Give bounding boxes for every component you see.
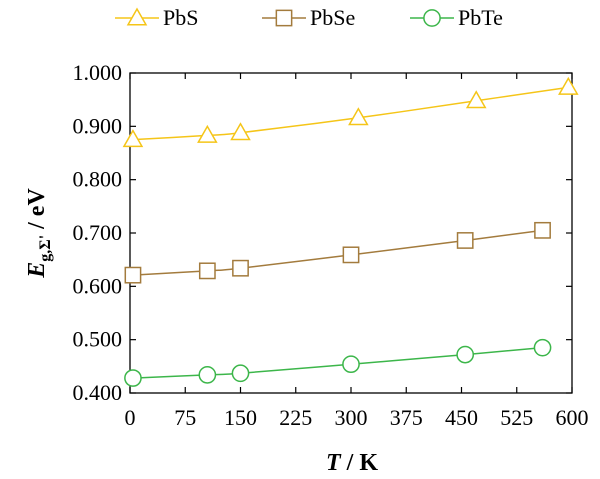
series-line [132,229,543,276]
triangle-marker [348,107,369,126]
series-line [132,346,543,379]
legend-item: PbS [115,5,198,30]
triangle-marker [197,124,218,143]
x-tick-label: 225 [279,405,312,430]
y-axis-title: Eg,Σ' / eV [24,188,54,279]
x-tick-label: 450 [445,405,478,430]
x-tick-label: 0 [125,405,136,430]
x-tick-label: 525 [500,405,533,430]
square-marker [534,221,551,239]
circle-marker [198,366,217,384]
series-PbS [122,76,579,148]
square-marker [232,259,249,277]
y-tick-label: 1.000 [73,60,123,85]
series-PbSe [124,221,551,284]
series-PbTe [124,338,552,387]
circle-marker [231,364,250,383]
circle-marker [342,355,360,374]
legend-label: PbTe [458,5,503,30]
circle-marker [423,9,441,27]
legend-item: PbTe [410,5,503,30]
series-layer [122,76,579,387]
legend: PbS PbSe PbTe [115,5,503,30]
x-tick-label: 75 [174,405,196,430]
y-tick-label: 0.500 [73,327,123,352]
y-tick-label: 0.900 [73,113,123,138]
y-tick-label: 0.600 [73,273,123,298]
triangle-marker [122,129,144,148]
square-marker [124,266,142,284]
x-tick-label: 600 [556,405,589,430]
square-marker [275,9,293,27]
x-tick-label: 375 [390,405,423,430]
x-tick-label: 300 [335,405,368,430]
y-tick-label: 0.800 [73,167,123,192]
triangle-marker [465,90,487,109]
square-marker [456,232,474,249]
square-marker [198,262,216,280]
circle-marker [456,345,475,364]
series-line [132,86,569,141]
y-tick-label: 0.400 [73,380,123,405]
legend-label: PbS [163,5,198,30]
triangle-marker [230,122,251,141]
triangle-marker [558,76,579,95]
axis-ticks: 0 75 150 225 300 375 450 525 600 0.400 0.500 0.600 0… [73,60,589,430]
circle-marker [124,369,142,387]
x-tick-label: 150 [224,405,257,430]
x-axis-title: T / K [326,450,378,476]
y-tick-label: 0.700 [73,220,123,245]
legend-item: PbSe [262,5,355,30]
triangle-marker [126,7,148,26]
circle-marker [533,338,552,357]
square-marker [342,246,360,264]
legend-label: PbSe [310,5,355,30]
